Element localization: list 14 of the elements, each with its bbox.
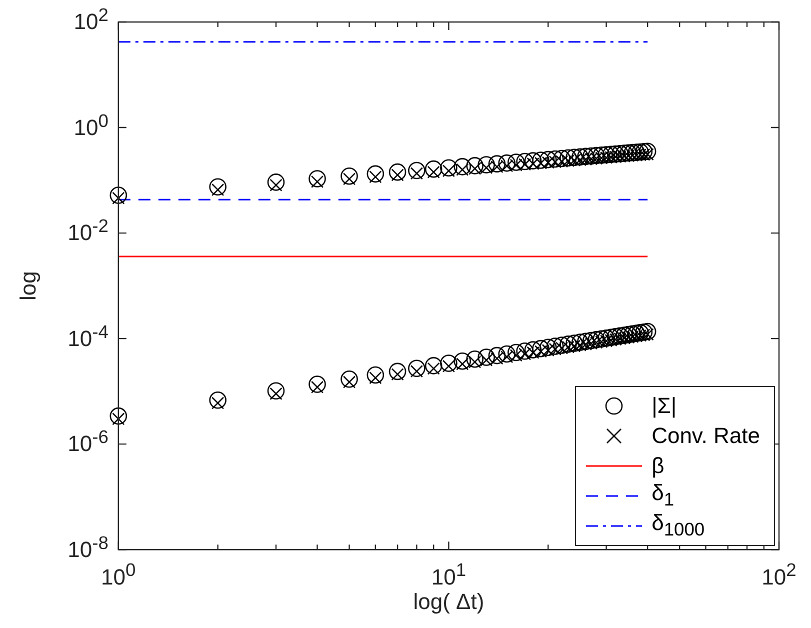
legend-label: |Σ|	[652, 392, 677, 419]
y-tick-label: 10$^{-4}$	[68, 319, 108, 353]
y-tick-label: 10$^{0}$	[74, 108, 108, 142]
x-tick-label: 10$^{1}$	[431, 558, 466, 591]
y-tick-label: 10$^{2}$	[74, 2, 108, 36]
y-axis-title: log	[15, 271, 40, 300]
x-tick-label: 10$^{2}$	[762, 558, 796, 591]
x-axis-title: log( Δt)	[413, 588, 484, 614]
legend-label: β	[652, 452, 664, 479]
y-tick-label: 10$^{-6}$	[68, 424, 108, 458]
legend-label: δ$_{1}$	[652, 480, 674, 511]
legend-label: Conv. Rate	[652, 422, 760, 449]
legend-label: δ$_{1000}$	[652, 510, 705, 541]
y-tick-label: 10$^{-2}$	[68, 214, 108, 248]
